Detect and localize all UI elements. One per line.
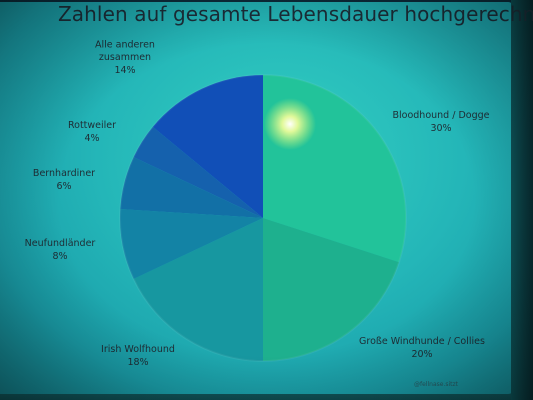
pie-outline [119,74,407,362]
pie-slices [119,74,407,362]
slice-name: Große Windhunde / Collies [359,336,485,347]
slice-name: Neufundländer [25,238,96,249]
slice-label-6: Rottweiler 4% [68,120,116,144]
slice-name: Bernhardiner [33,168,95,179]
slice-label-2: Große Windhunde / Collies 20% [359,336,485,360]
slice-label-5: Bernhardiner 6% [33,168,95,192]
pie-slice-6 [133,126,263,218]
slice-value: 18% [127,357,148,368]
slice-name: Bloodhound / Dogge [393,110,490,121]
pie-slice-4 [120,209,263,279]
pie-slice-3 [133,218,263,361]
slice-value: 20% [411,349,432,360]
slice-label-3: Irish Wolfhound 18% [101,344,175,368]
slice-name: Rottweiler [68,120,116,131]
slice-labels: Bloodhound / Dogge 30% Große Windhunde / C… [25,40,490,369]
credit-watermark: @fellnase.sitzt [414,381,458,388]
chart-title: Zahlen auf gesamte Lebensdauer hochgerec… [58,2,533,26]
monitor-bezel [511,0,533,400]
slice-value: 8% [52,251,67,262]
slice-name: zusammen [99,52,151,63]
slice-value: 4% [84,133,99,144]
slice-value: 6% [56,181,71,192]
slice-label-4: Neufundländer 8% [25,238,96,262]
pie-slice-7 [152,74,263,218]
screen-glare [264,98,316,150]
slice-value: 30% [430,123,451,134]
slice-label-1: Bloodhound / Dogge 30% [393,110,490,134]
slice-name: Irish Wolfhound [101,344,175,355]
pie-slice-2 [263,218,400,361]
slice-value: 14% [114,65,135,76]
slice-name: Alle anderen [95,40,155,51]
pie-slice-5 [120,157,263,218]
